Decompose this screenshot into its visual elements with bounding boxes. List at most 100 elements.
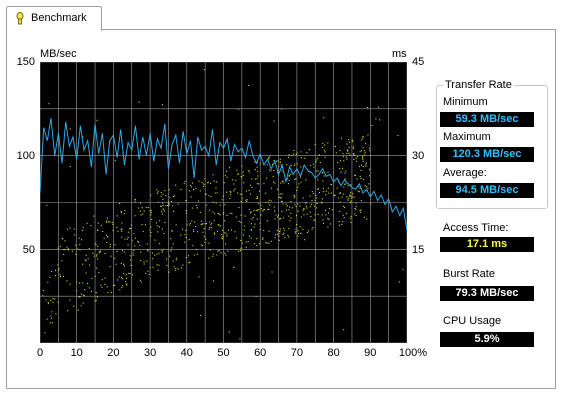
access-time-point (241, 193, 243, 195)
access-time-point (131, 239, 133, 241)
access-time-point (254, 169, 256, 171)
access-time-point (222, 236, 224, 238)
access-time-point (121, 285, 123, 287)
access-time-point (344, 183, 346, 185)
access-time-point (193, 254, 195, 256)
access-time-point (339, 201, 341, 203)
access-time-point (285, 203, 287, 205)
access-time-point (95, 244, 97, 246)
access-time-point (229, 167, 231, 169)
access-time-point (248, 235, 250, 237)
access-time-point (224, 232, 226, 234)
access-time-point (123, 272, 125, 274)
access-time-point (115, 263, 117, 265)
access-time-point (282, 234, 284, 236)
access-time-point (304, 157, 306, 159)
access-time-point (51, 322, 53, 324)
access-time-point (79, 296, 81, 298)
access-time-point (252, 216, 254, 218)
access-time-point (360, 200, 362, 202)
access-time-point (79, 243, 81, 245)
access-time-point (226, 176, 228, 178)
access-time-point (263, 209, 265, 211)
access-time-point (327, 226, 329, 228)
access-time-point (325, 190, 327, 192)
tab-benchmark[interactable]: Benchmark (6, 6, 102, 31)
access-time-point (218, 224, 220, 226)
access-time-point (365, 163, 367, 165)
access-time-point (256, 183, 258, 185)
access-time-point (156, 225, 158, 227)
access-time-point (57, 247, 59, 249)
access-time-label: Access Time: (443, 222, 509, 234)
access-time-point (166, 258, 168, 260)
access-time-point (173, 210, 175, 212)
access-time-point (143, 210, 145, 212)
access-time-point (209, 249, 211, 251)
access-time-point (93, 255, 95, 257)
access-time-point (123, 265, 125, 267)
left-axis-label: MB/sec (40, 48, 77, 60)
access-time-point (154, 239, 156, 241)
access-time-point (51, 311, 53, 313)
access-time-point (353, 153, 355, 155)
access-time-point (159, 220, 161, 222)
access-time-point (355, 175, 357, 177)
access-time-point (216, 181, 218, 183)
access-time-point (85, 260, 87, 262)
access-time-point (69, 166, 71, 168)
access-time-point (329, 223, 331, 225)
access-time-point (245, 190, 247, 192)
access-time-point (359, 187, 361, 189)
access-time-point (198, 276, 200, 278)
access-time-point (377, 106, 379, 108)
access-time-point (262, 238, 264, 240)
access-time-point (208, 195, 210, 197)
access-time-point (57, 270, 59, 272)
access-time-point (108, 221, 110, 223)
access-time-point (291, 155, 293, 157)
access-time-point (202, 183, 204, 185)
access-time-point (262, 210, 264, 212)
access-time-point (245, 199, 247, 201)
access-time-point (202, 231, 204, 233)
access-time-point (130, 224, 132, 226)
access-time-point (81, 229, 83, 231)
access-time-point (288, 209, 290, 211)
access-time-point (121, 230, 123, 232)
access-time-point (76, 281, 78, 283)
access-time-point (126, 284, 128, 286)
access-time-point (44, 332, 46, 334)
access-time-point (360, 177, 362, 179)
access-time-point (229, 191, 231, 193)
access-time-point (281, 210, 283, 212)
access-time-point (250, 223, 252, 225)
access-time-point (299, 226, 301, 228)
access-time-point (140, 260, 142, 262)
access-time-point (162, 202, 164, 204)
access-time-point (156, 192, 158, 194)
access-time-point (345, 170, 347, 172)
access-time-point (168, 205, 170, 207)
access-time-point (367, 187, 369, 189)
access-time-point (244, 215, 246, 217)
access-time-point (242, 174, 244, 176)
access-time-point (226, 233, 228, 235)
access-time-point (271, 271, 273, 273)
access-time-point (168, 189, 170, 191)
access-time-point (195, 187, 197, 189)
access-time-point (229, 212, 231, 214)
access-time-point (200, 244, 202, 246)
access-time-point (207, 182, 209, 184)
access-time-point (302, 197, 304, 199)
access-time-point (132, 252, 134, 254)
access-time-point (256, 245, 258, 247)
access-time-point (347, 198, 349, 200)
access-time-point (184, 234, 186, 236)
access-time-point (200, 314, 202, 316)
access-time-point (121, 228, 123, 230)
access-time-point (288, 236, 290, 238)
access-time-point (336, 187, 338, 189)
access-time-point (109, 244, 111, 246)
access-time-point (360, 169, 362, 171)
